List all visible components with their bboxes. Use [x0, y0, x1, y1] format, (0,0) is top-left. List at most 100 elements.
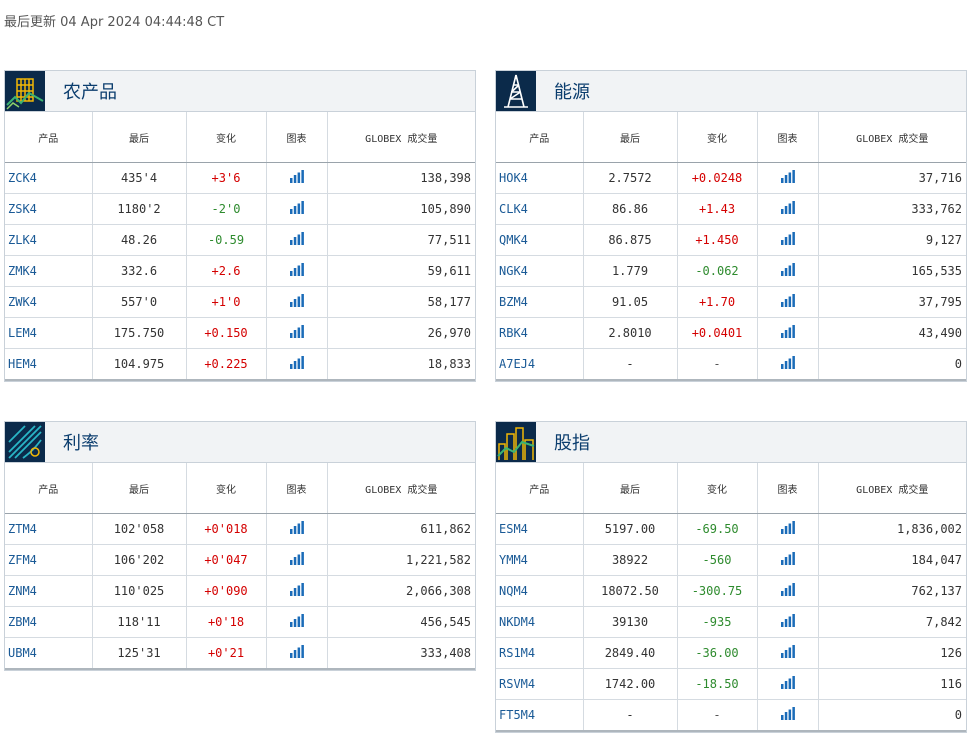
product-symbol-link[interactable]: NKDM4	[496, 606, 584, 638]
last-price: 2.8010	[583, 317, 678, 349]
col-chart: 图表	[266, 463, 328, 514]
globex-volume: 18,833	[327, 348, 475, 381]
bar-chart-icon[interactable]	[780, 614, 795, 630]
product-symbol-link[interactable]: ESM4	[496, 513, 584, 545]
product-symbol-link[interactable]: RSVM4	[496, 668, 584, 700]
chart-cell	[757, 224, 819, 256]
price-change: +0.0401	[677, 317, 758, 349]
last-price: 435'4	[92, 162, 187, 194]
product-symbol-link[interactable]: QMK4	[496, 224, 584, 256]
bar-chart-icon[interactable]	[780, 707, 795, 723]
product-symbol-link[interactable]: NGK4	[496, 255, 584, 287]
product-symbol-link[interactable]: YMM4	[496, 544, 584, 576]
table-row: FT5M4- -0	[496, 699, 966, 732]
product-symbol-link[interactable]: ZTM4	[5, 513, 93, 545]
product-symbol-link[interactable]: ZFM4	[5, 544, 93, 576]
globex-volume: 611,862	[327, 513, 475, 545]
bar-chart-icon[interactable]	[780, 356, 795, 372]
bar-chart-icon[interactable]	[780, 263, 795, 279]
chart-cell	[266, 286, 328, 318]
panel-title: 能源	[554, 82, 590, 103]
quotes-table: 产品 最后 变化 图表 GLOBEX 成交量 ZCK4 435'4 +3'6 138,…	[5, 112, 475, 381]
quotes-table: 产品 最后 变化 图表 GLOBEX 成交量 ZTM4 102'058 +0'018…	[5, 463, 475, 670]
product-symbol-link[interactable]: ZBM4	[5, 606, 93, 638]
last-price: 86.86	[583, 193, 678, 225]
last-price: 175.750	[92, 317, 187, 349]
product-symbol-link[interactable]: HEM4	[5, 348, 93, 381]
product-symbol-link[interactable]: RBK4	[496, 317, 584, 349]
last-price: 86.875	[583, 224, 678, 256]
col-change: 变化	[186, 463, 267, 514]
globex-volume: 126	[818, 637, 966, 669]
bar-chart-icon[interactable]	[289, 263, 304, 279]
last-price: 39130	[583, 606, 678, 638]
globex-volume: 333,408	[327, 637, 475, 670]
globex-volume: 116	[818, 668, 966, 700]
bar-chart-icon[interactable]	[780, 521, 795, 537]
last-updated-timestamp: 最后更新 04 Apr 2024 04:44:48 CT	[4, 15, 225, 30]
bar-chart-icon[interactable]	[289, 294, 304, 310]
product-symbol-link[interactable]: A7EJ4	[496, 348, 584, 381]
chart-cell	[266, 575, 328, 607]
globex-volume: 165,535	[818, 255, 966, 287]
bar-chart-icon[interactable]	[289, 614, 304, 630]
bar-chart-icon[interactable]	[289, 521, 304, 537]
bar-chart-icon[interactable]	[780, 201, 795, 217]
bar-chart-icon[interactable]	[780, 552, 795, 568]
product-symbol-link[interactable]: BZM4	[496, 286, 584, 318]
oil-derrick-icon	[496, 71, 536, 111]
product-symbol-link[interactable]: RS1M4	[496, 637, 584, 669]
bar-chart-icon[interactable]	[780, 583, 795, 599]
panel-agriculture: 农产品 产品 最后 变化 图表 GLOBEX 成交量 ZCK4 435'4 +3'6…	[4, 70, 476, 382]
col-product: 产品	[496, 112, 584, 163]
col-product: 产品	[496, 463, 584, 514]
bar-chart-icon[interactable]	[780, 294, 795, 310]
product-symbol-link[interactable]: NQM4	[496, 575, 584, 607]
last-price: 125'31	[92, 637, 187, 670]
bar-chart-icon[interactable]	[289, 583, 304, 599]
product-symbol-link[interactable]: HOK4	[496, 162, 584, 194]
table-row: ZFM4 106'202 +0'047 1,221,582	[5, 544, 475, 576]
price-change: +1'0	[186, 286, 267, 318]
bar-chart-icon[interactable]	[289, 170, 304, 186]
last-price: 2849.40	[583, 637, 678, 669]
price-change: -2'0	[186, 193, 267, 225]
chart-cell	[266, 606, 328, 638]
bar-chart-icon[interactable]	[780, 232, 795, 248]
bar-chart-icon[interactable]	[289, 645, 304, 661]
price-change: -0.59	[186, 224, 267, 256]
bar-chart-icon[interactable]	[780, 676, 795, 692]
bar-chart-icon[interactable]	[289, 356, 304, 372]
price-change: +0'090	[186, 575, 267, 607]
product-symbol-link[interactable]: ZMK4	[5, 255, 93, 287]
panel-title: 利率	[63, 433, 99, 454]
last-price: 5197.00	[583, 513, 678, 545]
bar-chart-icon[interactable]	[780, 645, 795, 661]
table-row: HOK4 2.7572 +0.0248 37,716	[496, 162, 966, 194]
col-volume: GLOBEX 成交量	[327, 463, 475, 514]
panel-title: 农产品	[63, 82, 117, 103]
bar-chart-icon[interactable]	[289, 325, 304, 341]
bar-chart-icon[interactable]	[289, 552, 304, 568]
bar-chart-icon[interactable]	[780, 170, 795, 186]
bar-chart-icon[interactable]	[780, 325, 795, 341]
product-symbol-link[interactable]: UBM4	[5, 637, 93, 670]
globex-volume: 333,762	[818, 193, 966, 225]
product-symbol-link[interactable]: ZNM4	[5, 575, 93, 607]
product-symbol-link[interactable]: ZLK4	[5, 224, 93, 256]
bar-chart-icon[interactable]	[289, 232, 304, 248]
product-symbol-link[interactable]: ZSK4	[5, 193, 93, 225]
price-change: +0'21	[186, 637, 267, 670]
product-symbol-link[interactable]: LEM4	[5, 317, 93, 349]
product-symbol-link[interactable]: FT5M4	[496, 699, 584, 732]
product-symbol-link[interactable]: ZCK4	[5, 162, 93, 194]
last-price: 557'0	[92, 286, 187, 318]
chart-cell	[757, 637, 819, 669]
col-change: 变化	[677, 463, 758, 514]
globex-volume: 43,490	[818, 317, 966, 349]
product-symbol-link[interactable]: ZWK4	[5, 286, 93, 318]
bar-chart-icon[interactable]	[289, 201, 304, 217]
price-change: -935	[677, 606, 758, 638]
product-symbol-link[interactable]: CLK4	[496, 193, 584, 225]
last-price: 1742.00	[583, 668, 678, 700]
